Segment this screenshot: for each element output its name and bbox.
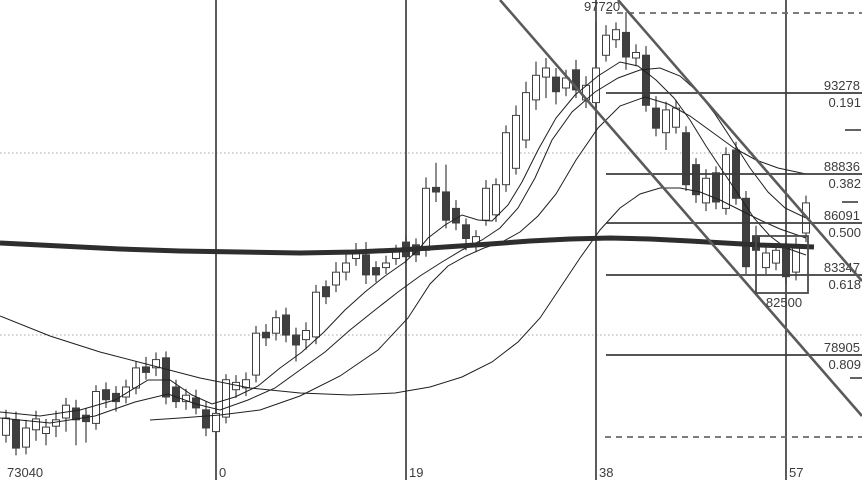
candle-bull (392, 251, 400, 260)
x-axis-label: 73040 (7, 465, 43, 480)
candle-bull (212, 412, 220, 433)
candle-bull (302, 330, 310, 341)
candle-bull (702, 177, 710, 204)
candle-bull (592, 67, 600, 104)
fib-price-label: 93278 (824, 78, 860, 93)
candle-bear (452, 207, 460, 224)
fib-ratio-label: 0.809 (828, 357, 861, 372)
candle-bull (42, 426, 50, 435)
candle-bear (622, 31, 630, 58)
candle-bull (312, 291, 320, 338)
candle-bull (722, 154, 730, 209)
rectangle-price-label: 82500 (766, 295, 802, 310)
candle-bear (782, 247, 790, 278)
candle-bull (92, 391, 100, 424)
candle-bull (152, 359, 160, 369)
candle-bull (132, 367, 140, 389)
candle-bull (52, 419, 60, 427)
candle-bear (282, 314, 290, 336)
candle-bull (2, 417, 10, 436)
candle-bull (332, 271, 340, 286)
candle-bear (292, 334, 300, 346)
candle-bear (162, 357, 170, 398)
candle-bull (532, 74, 540, 101)
rectangle-object[interactable] (755, 235, 809, 294)
candle-bear (262, 331, 270, 339)
fib-ratio-label: 0.618 (828, 277, 861, 292)
candle-bull (632, 52, 640, 59)
candle-bull (252, 332, 260, 376)
fib-price-label: 83347 (824, 260, 860, 275)
candle-bear (712, 172, 720, 203)
candle-bear (652, 107, 660, 129)
candle-bull (382, 262, 390, 269)
candle-bull (562, 77, 570, 89)
candle-bull (542, 67, 550, 78)
candle-bull (772, 249, 780, 264)
channel-lower-trendline[interactable] (617, 0, 862, 282)
candle-bull (792, 244, 800, 273)
swing-high-label: 97720 (584, 0, 620, 14)
candle-bear (202, 409, 210, 429)
x-axis-label: 19 (409, 465, 423, 480)
candle-bear (142, 366, 150, 373)
fib-price-label: 78905 (824, 340, 860, 355)
ma-slow-1 (149, 96, 807, 421)
candlestick-series (2, 12, 810, 456)
candle-bull (672, 107, 680, 128)
candle-bear (692, 164, 700, 196)
candle-bull (272, 317, 280, 334)
candle-bull (762, 252, 770, 269)
candle-bear (442, 191, 450, 221)
x-axis-label: 38 (599, 465, 613, 480)
candle-bear (72, 407, 80, 421)
candle-bull (32, 418, 40, 431)
candle-bear (172, 386, 180, 403)
candle-bear (12, 419, 20, 449)
candle-bull (512, 114, 520, 169)
candle-bull (492, 184, 500, 216)
ma-slow-2 (0, 187, 807, 396)
ma-thick[interactable] (0, 235, 815, 256)
candle-bear (462, 224, 470, 240)
ma-fast (0, 61, 807, 417)
candle-bear (432, 186, 440, 193)
candle-bull (522, 92, 530, 141)
candle-bear (642, 54, 650, 106)
candle-bull (612, 29, 620, 41)
x-axis-label: 57 (789, 465, 803, 480)
candle-bull (502, 132, 510, 186)
candle-bull (242, 379, 250, 389)
candle-bull (22, 427, 30, 448)
candle-bull (222, 379, 230, 418)
candle-bear (322, 286, 330, 298)
candle-bear (682, 132, 690, 186)
candle-bull (182, 394, 190, 403)
candle-bear (102, 389, 110, 401)
candle-bull (122, 386, 130, 398)
fib-price-label: 86091 (824, 208, 860, 223)
candle-bear (742, 197, 750, 268)
candle-bull (662, 109, 670, 134)
fib-ratio-label: 0.191 (828, 95, 861, 110)
candle-bear (572, 69, 580, 91)
fib-ratio-label: 0.382 (828, 176, 861, 191)
candle-bear (362, 254, 370, 276)
fib-ratio-label: 0.500 (828, 225, 861, 240)
channel-upper-trendline[interactable] (499, 0, 862, 417)
candle-bear (552, 76, 560, 93)
candle-bull (482, 187, 490, 221)
candle-bear (82, 414, 90, 423)
fib-price-label: 88836 (824, 159, 860, 174)
candle-bear (372, 267, 380, 276)
x-axis-label: 0 (219, 465, 226, 480)
candle-bull (602, 34, 610, 56)
candle-bull (342, 262, 350, 273)
